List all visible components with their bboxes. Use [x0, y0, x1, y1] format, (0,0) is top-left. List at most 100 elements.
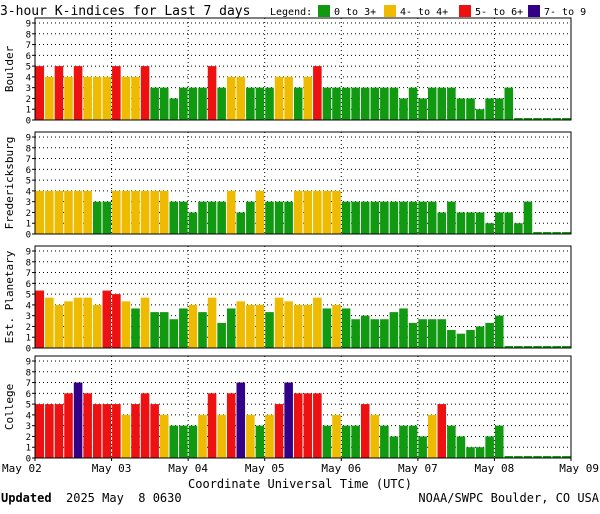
y-tick-label: 5 [26, 63, 31, 73]
k-index-bar [370, 201, 380, 234]
k-index-bar [236, 212, 246, 234]
k-index-bar [341, 201, 351, 234]
y-tick-label: 9 [26, 358, 31, 368]
k-index-bar [475, 212, 485, 234]
k-index-bar [561, 346, 571, 348]
x-tick-label: May 03 [92, 462, 132, 475]
k-index-bar [514, 223, 523, 234]
k-index-bar [303, 190, 313, 234]
k-index-bar [408, 425, 418, 458]
y-tick-label: 6 [26, 52, 31, 62]
x-tick-label: May 06 [321, 462, 361, 475]
k-index-bar [131, 190, 140, 234]
k-index-bar [274, 76, 284, 120]
y-tick-label: 8 [26, 258, 31, 268]
k-index-bar [542, 346, 552, 348]
k-index-bar [313, 393, 322, 458]
k-index-bar [485, 322, 494, 348]
k-index-bar [447, 201, 456, 234]
y-tick-label: 2 [26, 323, 31, 333]
k-index-bar [427, 414, 437, 458]
k-index-bar [207, 297, 217, 348]
k-index-bar [408, 201, 418, 234]
chart-title: 3-hour K-indices for Last 7 days [0, 4, 250, 19]
y-tick-label: 2 [26, 209, 31, 219]
k-index-bar [408, 322, 418, 348]
k-index-bar [494, 98, 504, 120]
y-tick-label: 3 [26, 312, 31, 322]
k-index-bar [351, 425, 360, 458]
k-index-bar [437, 404, 447, 458]
y-tick-label: 7 [26, 269, 31, 279]
k-index-bar [83, 76, 92, 120]
k-index-bar [112, 190, 121, 234]
k-index-bar [54, 304, 64, 348]
k-index-bar [313, 66, 322, 120]
k-index-bar [150, 312, 159, 348]
y-tick-label: 1 [26, 334, 31, 344]
k-index-bar [456, 333, 466, 348]
k-index-bar [169, 98, 179, 120]
k-index-bar [274, 201, 284, 234]
y-tick-label: 0 [26, 345, 31, 355]
k-index-bar [35, 290, 45, 348]
k-index-bar [112, 404, 121, 458]
k-index-bar [504, 212, 514, 234]
k-index-bar [102, 404, 112, 458]
k-index-bar [217, 87, 226, 120]
legend-item: 5- to 6+ [459, 5, 523, 18]
k-index-bar [437, 87, 447, 120]
k-index-bar [380, 425, 389, 458]
k-index-bar [370, 414, 380, 458]
y-tick-label: 3 [26, 198, 31, 208]
k-index-bar [322, 425, 332, 458]
legend-item: 0 to 3+ [318, 5, 376, 18]
k-index-bar [64, 301, 73, 348]
k-index-bar [475, 109, 485, 120]
k-index-bar [504, 346, 514, 348]
k-index-bar [159, 414, 169, 458]
k-index-bar [427, 319, 437, 348]
k-index-bar [246, 414, 255, 458]
y-tick-label: 9 [26, 248, 31, 258]
legend-swatch [459, 5, 471, 17]
k-index-bar [150, 87, 159, 120]
k-index-bar [54, 404, 64, 458]
k-index-bar [389, 201, 399, 234]
k-index-bar [341, 87, 351, 120]
k-index-bar [485, 98, 494, 120]
panels: 0123456789Boulder0123456789Fredericksbur… [3, 17, 572, 465]
k-index-bar [542, 232, 552, 234]
k-index-bar [552, 118, 561, 120]
updated-label: Updated [1, 491, 52, 505]
y-tick-label: 7 [26, 155, 31, 165]
k-index-bar [45, 190, 54, 234]
k-index-bar [399, 98, 408, 120]
legend-item: 7- to 9 [528, 5, 586, 18]
k-index-bar [179, 201, 188, 234]
k-index-bar [131, 76, 140, 120]
k-index-bar [179, 308, 188, 348]
y-tick-label: 4 [26, 411, 31, 421]
k-index-bar [226, 76, 236, 120]
panel-station-label: Fredericksburg [3, 137, 16, 230]
legend-item-label: 4- to 4+ [400, 7, 448, 18]
k-index-bar [102, 201, 112, 234]
k-index-bar [523, 201, 533, 234]
panel-station-label: Boulder [3, 45, 16, 92]
k-index-bar [121, 301, 131, 348]
footer-source: NOAA/SWPC Boulder, CO USA [418, 491, 599, 505]
k-index-bar [131, 308, 140, 348]
k-index-bar [399, 201, 408, 234]
k-index-bar [322, 87, 332, 120]
panel-frame [34, 245, 572, 349]
k-index-bar [313, 297, 322, 348]
k-index-bar [504, 87, 514, 120]
k-index-bar [322, 190, 332, 234]
legend-label: Legend: [270, 7, 312, 18]
k-index-bar [35, 404, 45, 458]
y-tick-label: 6 [26, 280, 31, 290]
